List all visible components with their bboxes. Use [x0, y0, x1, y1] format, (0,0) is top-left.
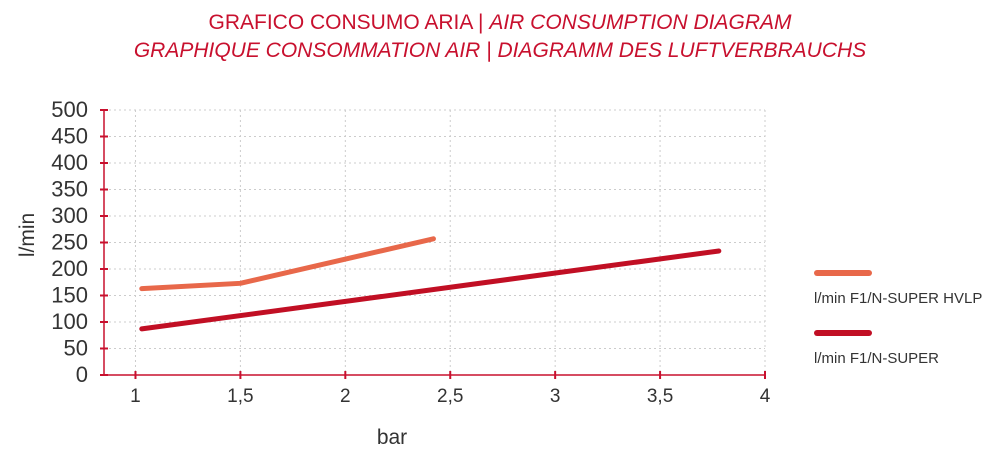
y-tick-label-1: 50 — [64, 336, 88, 361]
y-tick-label-2: 100 — [51, 309, 88, 334]
legend-label-super: l/min F1/N-SUPER — [814, 350, 940, 367]
y-tick-label-4: 200 — [51, 256, 88, 281]
chart-title-french-german: GRAPHIQUE CONSOMMATION AIR | DIAGRAMM DE… — [133, 39, 867, 62]
y-tick-label-7: 350 — [51, 177, 88, 202]
chart-title-english: AIR CONSUMPTION DIAGRAM — [489, 11, 792, 34]
y-tick-label-5: 250 — [51, 230, 88, 255]
legend-swatch-super — [814, 330, 872, 336]
legend-swatch-hvlp — [814, 270, 872, 276]
chart-title-italian: GRAFICO CONSUMO ARIA | — [208, 11, 490, 34]
x-tick-label-1: 1,5 — [227, 386, 253, 407]
y-tick-label-10: 500 — [51, 97, 88, 122]
y-tick-label-9: 450 — [51, 124, 88, 149]
y-tick-label-3: 150 — [51, 283, 88, 308]
series-line-1 — [139, 248, 722, 332]
legend-label-hvlp: l/min F1/N-SUPER HVLP — [814, 290, 983, 307]
x-tick-label-6: 4 — [760, 386, 771, 407]
x-tick-label-3: 2,5 — [437, 386, 463, 407]
chart-title-line-1: GRAFICO CONSUMO ARIA | AIR CONSUMPTION D… — [0, 10, 1000, 36]
x-tick-label-2: 2 — [340, 386, 351, 407]
y-tick-label-0: 0 — [76, 362, 88, 387]
chart-title-line-2: GRAPHIQUE CONSOMMATION AIR | DIAGRAMM DE… — [0, 38, 1000, 64]
x-axis-label: bar — [377, 426, 407, 449]
y-tick-label-8: 400 — [51, 150, 88, 175]
y-axis-label: l/min — [16, 213, 39, 257]
x-tick-label-0: 1 — [130, 386, 141, 407]
y-tick-label-6: 300 — [51, 203, 88, 228]
x-tick-label-4: 3 — [550, 386, 561, 407]
series-line-0 — [139, 236, 436, 292]
x-tick-label-5: 3,5 — [647, 386, 673, 407]
